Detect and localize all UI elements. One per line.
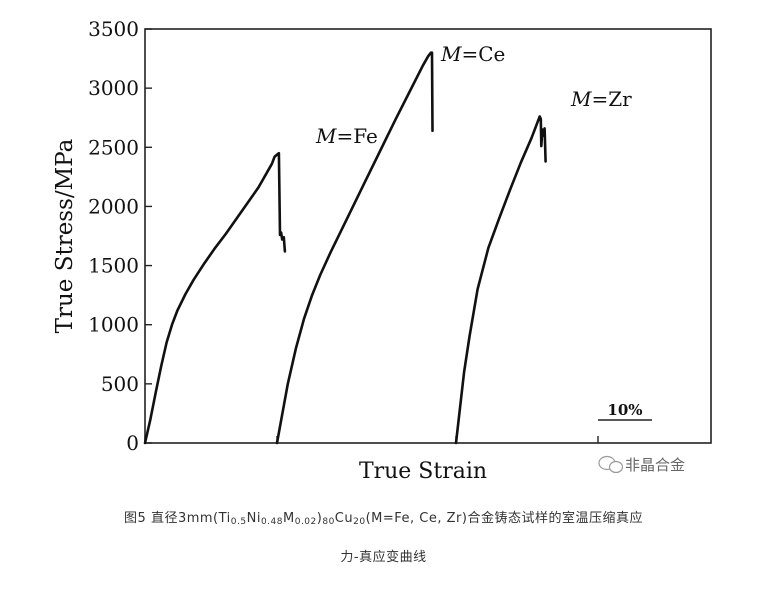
x-axis-title: True Strain <box>359 459 487 484</box>
figure-caption: 图5 直径3mm(Ti0.5Ni0.48M0.02)80Cu20(M=Fe, C… <box>124 511 643 527</box>
wechat-icon <box>598 455 624 474</box>
figure-caption-line2: 力-真应变曲线 <box>340 550 427 565</box>
curve-zr <box>454 115 547 445</box>
y-tick-label-1500: 1500 <box>88 254 139 278</box>
curve-fe <box>143 151 287 445</box>
series-label-zr: M=Zr <box>570 87 632 111</box>
y-tick-label-1000: 1000 <box>88 313 139 337</box>
y-axis: 0 500 1000 1500 2000 2500 3000 3500 <box>88 17 152 455</box>
y-tick-label-3500: 3500 <box>88 17 139 41</box>
series-label-ce: M=Ce <box>440 42 505 66</box>
y-tick-label-0: 0 <box>126 431 139 455</box>
y-tick-label-500: 500 <box>101 372 139 396</box>
x-axis-marks <box>144 436 599 443</box>
y-axis-title: True Stress/MPa <box>52 138 78 333</box>
curve-ce <box>275 51 434 445</box>
y-tick-label-3000: 3000 <box>88 76 139 100</box>
watermark-text: 非晶合金 <box>625 456 685 474</box>
plot-frame <box>144 28 712 444</box>
watermark: 非晶合金 <box>598 455 685 474</box>
curves <box>143 51 547 445</box>
series-label-fe: M=Fe <box>315 124 378 148</box>
scale-bar-label: 10% <box>607 401 642 419</box>
y-tick-label-2000: 2000 <box>88 194 139 218</box>
y-tick-label-2500: 2500 <box>88 135 139 159</box>
